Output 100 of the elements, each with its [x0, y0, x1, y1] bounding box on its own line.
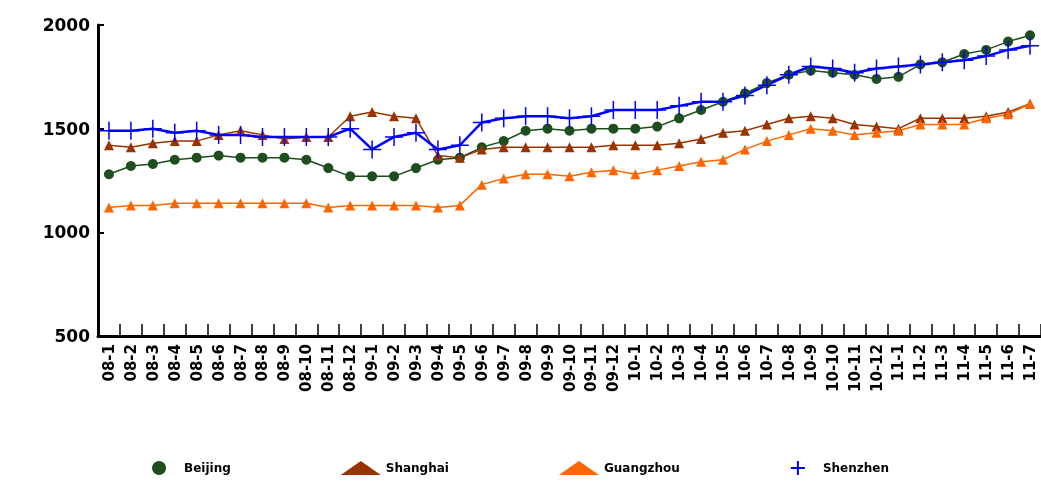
point: [581, 106, 602, 126]
point: [735, 85, 755, 106]
point: [783, 113, 794, 124]
point: [428, 139, 448, 160]
point: [871, 127, 882, 138]
x-tick-label: 08-6: [209, 344, 228, 382]
point: [844, 62, 865, 83]
x-tick-label: 09-10: [560, 344, 579, 392]
point: [937, 119, 948, 130]
point: [340, 118, 360, 139]
point: [213, 198, 224, 209]
x-tick-label: 10-3: [670, 344, 689, 382]
x-tick-label: 09-5: [450, 344, 469, 382]
point: [871, 73, 882, 84]
point: [954, 50, 974, 70]
x-tick-label: 10-1: [626, 344, 645, 382]
point: [103, 169, 114, 180]
y-tick-label: 1000: [42, 222, 91, 243]
point: [559, 108, 580, 129]
point: [849, 129, 860, 140]
point: [998, 40, 1018, 60]
x-tick-label: 11-3: [933, 344, 952, 382]
point: [893, 71, 904, 82]
point: [564, 125, 575, 136]
point: [1025, 30, 1036, 41]
point: [493, 108, 514, 129]
point: [674, 113, 685, 124]
point: [257, 198, 268, 209]
point: [213, 150, 224, 161]
point: [888, 56, 909, 77]
point: [520, 125, 531, 136]
x-tick-label: 10-12: [867, 344, 886, 392]
x-tick-label: 09-9: [538, 344, 557, 382]
point: [718, 127, 729, 138]
point: [279, 198, 290, 209]
x-tick-label: 08-2: [121, 344, 140, 382]
point: [410, 113, 421, 124]
point: [389, 171, 400, 182]
point: [147, 138, 158, 149]
x-tick-label: 09-4: [428, 344, 447, 382]
point: [1020, 35, 1040, 56]
point: [696, 156, 707, 167]
x-tick-label: 08-9: [275, 344, 294, 382]
point: [564, 171, 575, 182]
point: [866, 58, 887, 79]
point: [257, 152, 268, 163]
point: [783, 129, 794, 140]
x-tick-label: 08-11: [319, 344, 338, 392]
y-tick-label: 2000: [42, 15, 91, 35]
y-tick-label: 500: [54, 326, 91, 346]
point: [739, 144, 750, 155]
point: [345, 200, 356, 211]
point: [652, 140, 663, 151]
point: [718, 154, 729, 165]
point: [169, 198, 180, 209]
x-tick-label: 08-7: [231, 344, 250, 382]
point: [411, 163, 421, 174]
point: [165, 123, 185, 143]
point: [976, 46, 996, 66]
point: [608, 123, 619, 134]
point: [542, 123, 553, 134]
point: [800, 56, 821, 77]
point: [674, 160, 685, 171]
point: [542, 142, 553, 153]
point: [779, 65, 799, 85]
point: [586, 123, 597, 134]
point: [805, 123, 816, 134]
x-tick-label: 09-1: [363, 344, 382, 382]
point: [932, 52, 953, 73]
point: [476, 179, 487, 190]
point: [103, 140, 114, 151]
point: [696, 134, 707, 145]
point: [757, 75, 777, 95]
point: [910, 54, 931, 75]
point: [608, 165, 619, 176]
point: [235, 198, 246, 209]
point: [191, 198, 202, 209]
x-tick-label: 11-6: [999, 344, 1018, 382]
point: [367, 107, 378, 118]
point: [389, 111, 400, 122]
point: [652, 121, 663, 132]
point: [362, 139, 382, 160]
x-tick-label: 11-2: [911, 344, 930, 382]
point: [323, 202, 334, 213]
x-tick-label: 08-3: [143, 344, 162, 382]
point: [450, 135, 470, 155]
point: [125, 160, 136, 171]
x-tick-label: 11-7: [1021, 344, 1040, 382]
point: [367, 171, 378, 182]
point: [472, 112, 492, 133]
legend-label: Shenzhen: [822, 461, 889, 475]
point: [652, 165, 663, 176]
point: [367, 200, 378, 211]
point: [186, 120, 207, 141]
point: [849, 119, 860, 130]
x-tick-label: 10-6: [735, 344, 754, 382]
point: [454, 200, 465, 211]
x-tick-label: 09-2: [385, 344, 404, 382]
point: [586, 142, 597, 153]
point: [827, 113, 838, 124]
